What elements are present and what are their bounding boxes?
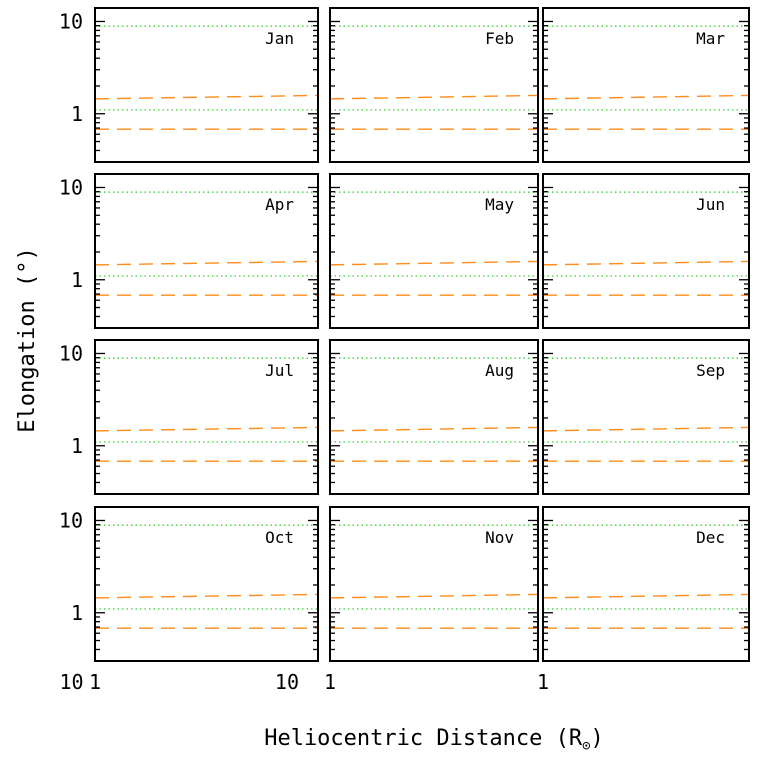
y-axis-title: Elongation (°): [15, 247, 40, 432]
panel-ticks: [329, 340, 538, 494]
panel-frame: [542, 339, 750, 495]
series-line-jun: [262, 205, 416, 328]
panel-ticks: [542, 507, 749, 661]
panel-month-label: Dec: [696, 528, 725, 547]
panel-oct: Oct101101: [59, 506, 319, 694]
panel-month-label: May: [485, 195, 514, 214]
dashed-reference-line-1: [94, 593, 319, 599]
panel-frame: [329, 173, 539, 329]
dashed-reference-line-1: [329, 94, 539, 100]
panel-apr: Apr 10 1: [59, 173, 319, 329]
panel-month-label: Oct: [265, 528, 294, 547]
panel-ticks: [94, 507, 318, 661]
x-tick-label: 10: [275, 670, 299, 694]
y-tick-label: 1: [71, 102, 83, 126]
y-tick-label: 1: [71, 268, 83, 292]
panel-ticks: [329, 174, 538, 328]
panel-ticks: [329, 507, 538, 661]
panel-jun: Jun: [262, 173, 750, 329]
dashed-reference-line-1: [329, 426, 539, 432]
panel-ticks: [94, 340, 318, 494]
panel-ticks: [329, 8, 538, 162]
y-tick-label: 1: [71, 434, 83, 458]
y-tick-label: 10: [59, 508, 83, 532]
panel-feb: Feb: [49, 7, 539, 163]
series-line-nov: [46, 517, 198, 661]
y-tick-label: 10: [59, 341, 83, 365]
panel-jul: Jul 10 1: [59, 339, 319, 495]
panel-dec: Dec 10 1: [275, 506, 750, 694]
panel-frame: [542, 506, 750, 662]
x-tick-label: 1: [324, 670, 336, 694]
panel-frame: [94, 7, 319, 163]
panel-month-label: Mar: [696, 29, 725, 48]
panel-month-label: Nov: [485, 528, 514, 547]
dashed-reference-line-1: [329, 260, 539, 266]
series-line-may: [46, 196, 194, 328]
dashed-reference-line-1: [542, 426, 750, 432]
panel-frame: [329, 339, 539, 495]
panel-month-label: Jul: [265, 361, 294, 380]
panel-month-label: Aug: [485, 361, 514, 380]
x-tick-label: 1: [537, 670, 549, 694]
x-tick-label: 1: [89, 670, 101, 694]
x-tick-label: 10: [59, 670, 83, 694]
panel-month-label: Jun: [696, 195, 725, 214]
panel-frame: [542, 173, 750, 329]
dashed-reference-line-1: [329, 593, 539, 599]
panel-ticks: [542, 8, 749, 162]
panel-may: May: [46, 173, 539, 329]
x-axis-title: Heliocentric Distance (R⊙): [264, 726, 604, 754]
panel-ticks: [94, 8, 318, 162]
panel-ticks: [542, 340, 749, 494]
dashed-reference-line-1: [94, 94, 319, 100]
panel-frame: [94, 506, 319, 662]
dashed-reference-line-1: [94, 426, 319, 432]
panel-ticks: [542, 174, 749, 328]
panel-month-label: Jan: [265, 29, 294, 48]
panel-mar: Mar: [542, 7, 750, 163]
dashed-reference-line-1: [94, 260, 319, 266]
panel-aug: Aug: [50, 339, 539, 495]
dashed-reference-line-1: [542, 260, 750, 266]
panel-sep: Sep: [542, 339, 750, 495]
dashed-reference-line-1: [542, 94, 750, 100]
panel-frame: [542, 7, 750, 163]
series-line-feb: [49, 11, 194, 162]
dashed-reference-line-1: [542, 593, 750, 599]
y-tick-label: 10: [59, 175, 83, 199]
panel-month-label: Sep: [696, 361, 725, 380]
panel-ticks: [94, 174, 318, 328]
panel-frame: [94, 173, 319, 329]
y-tick-label: 1: [71, 601, 83, 625]
panel-frame: [329, 506, 539, 662]
panel-frame: [94, 339, 319, 495]
series-line-aug: [50, 350, 198, 494]
panel-frame: [329, 7, 539, 163]
y-tick-label: 10: [59, 9, 83, 33]
panel-month-label: Apr: [265, 195, 294, 214]
panel-jan: Jan 10 1: [59, 7, 319, 163]
panel-month-label: Feb: [485, 29, 514, 48]
